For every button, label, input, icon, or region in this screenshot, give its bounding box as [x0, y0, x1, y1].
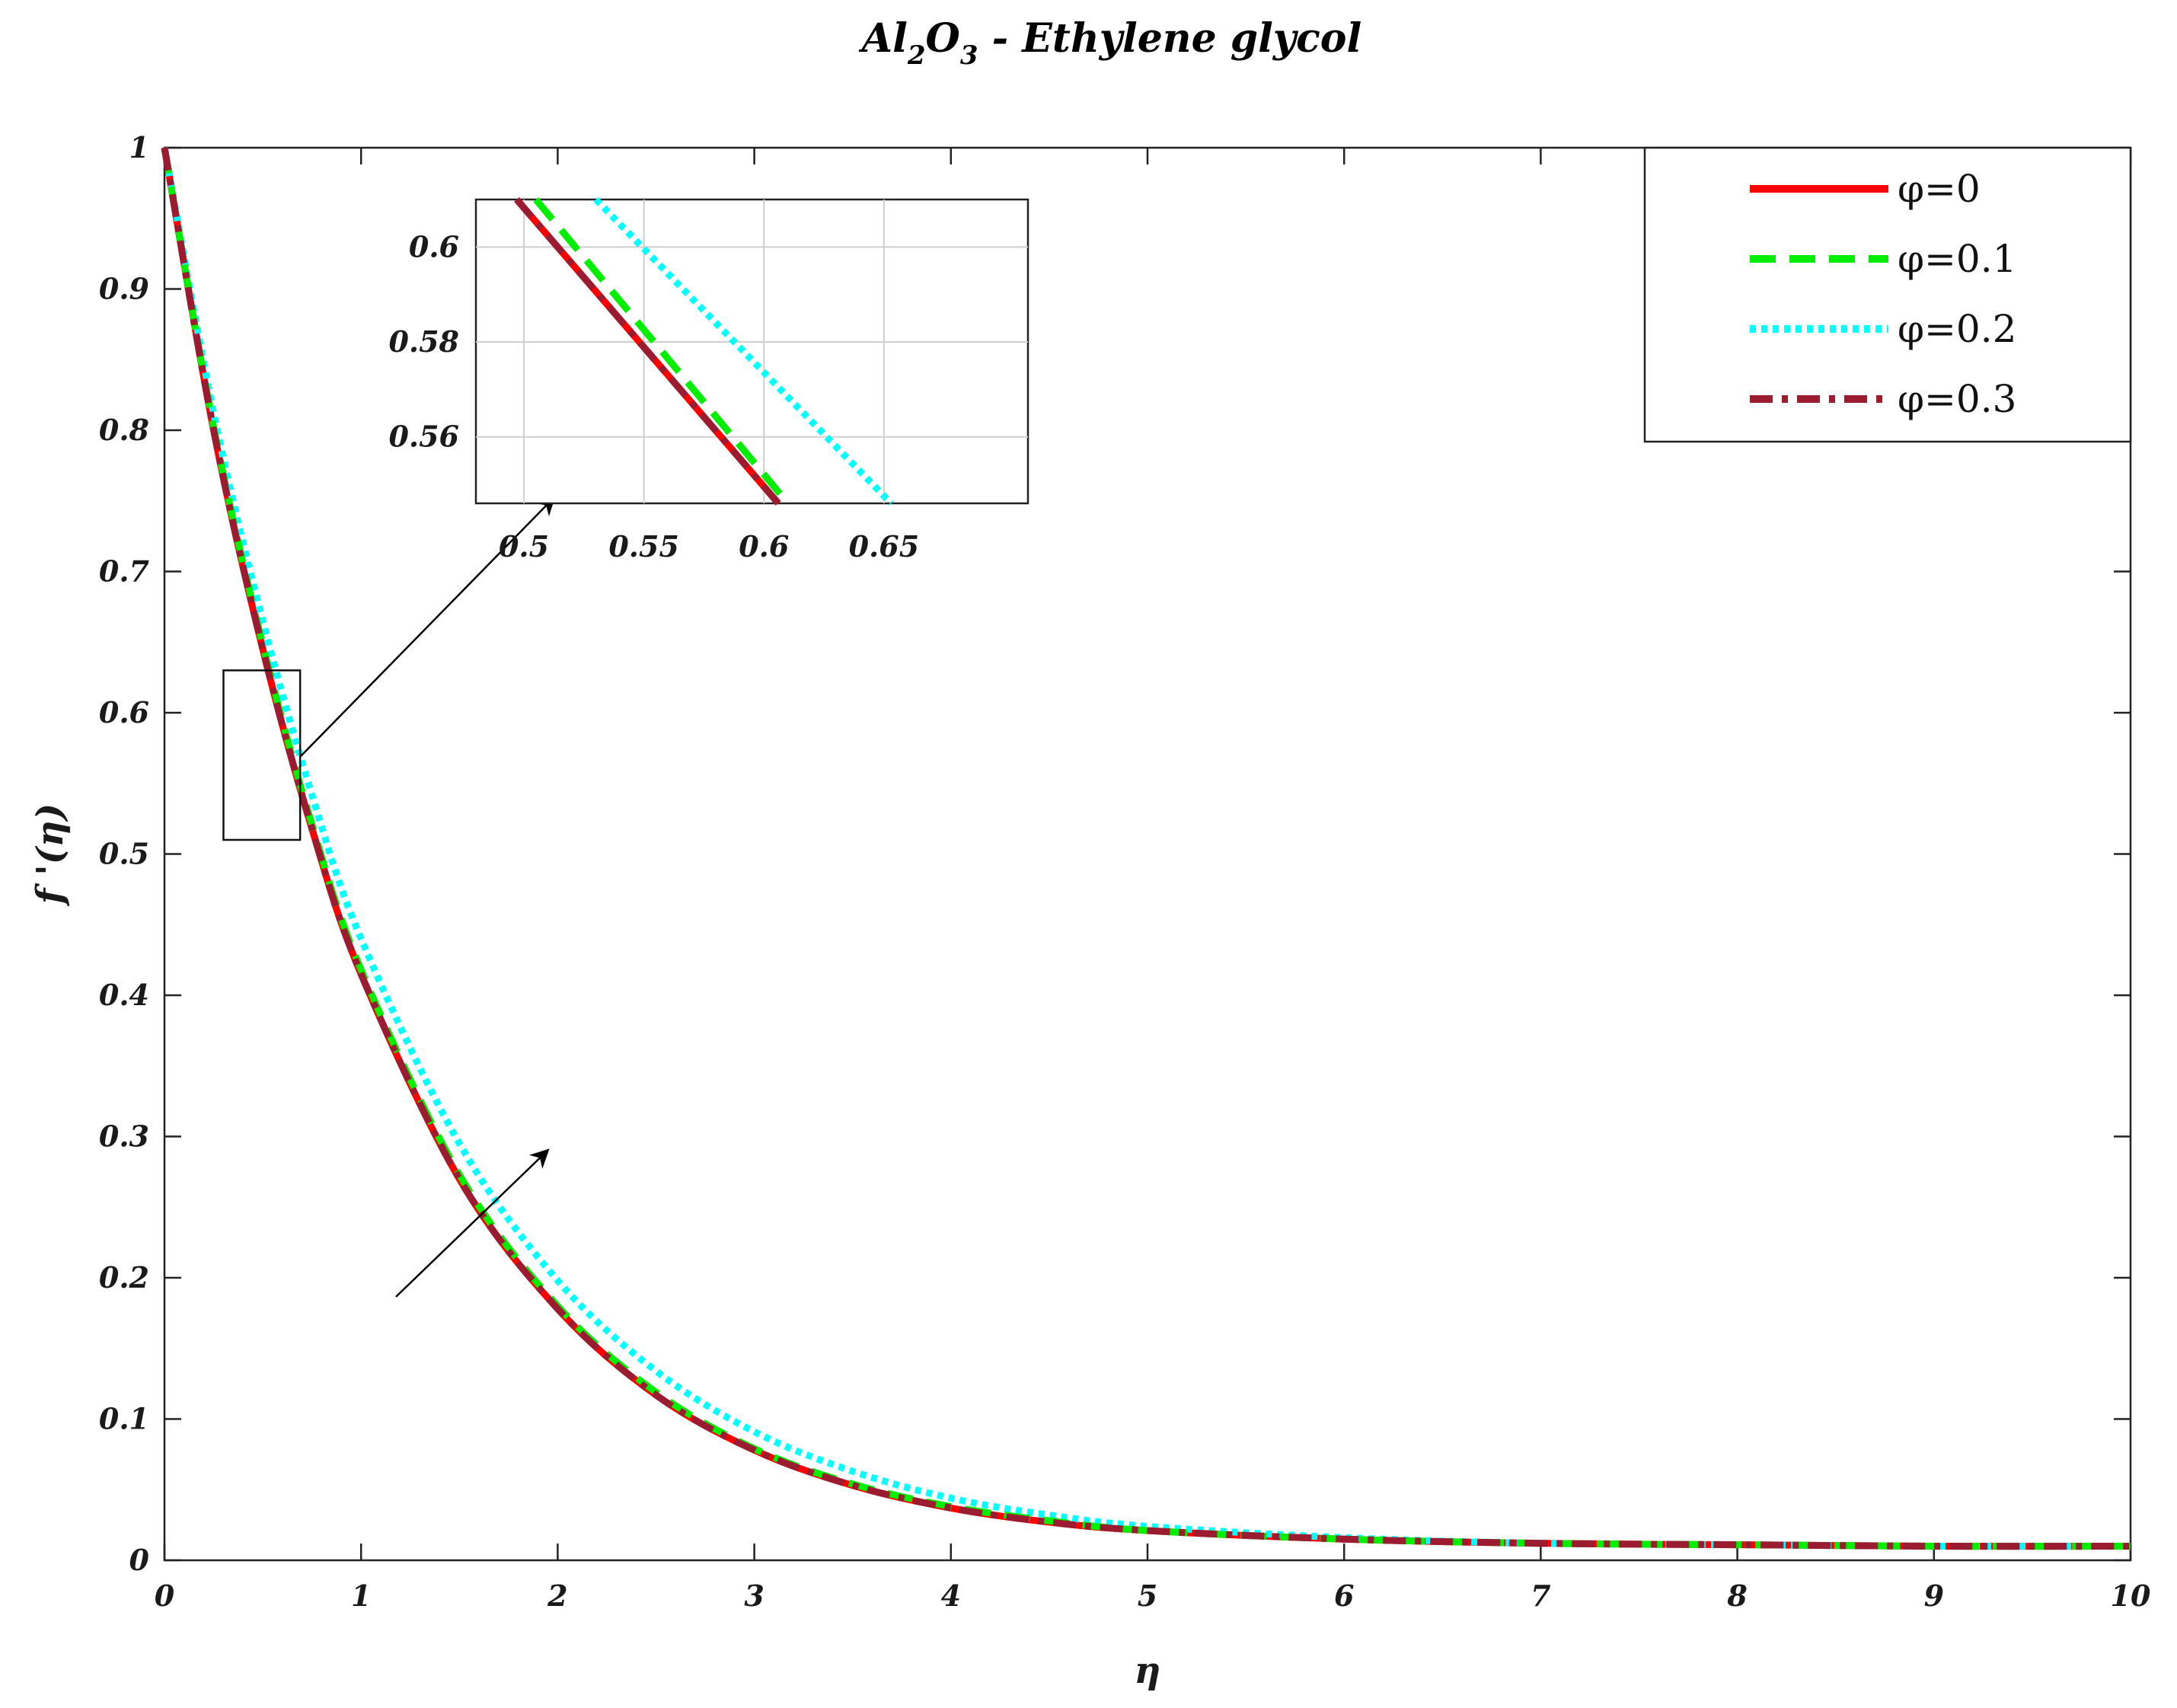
- y-tick-label: 0.2: [99, 1260, 149, 1295]
- title-sub-3: 3: [960, 40, 978, 71]
- y-tick-label: 0.8: [99, 413, 149, 447]
- x-tick-label: 10: [2111, 1579, 2151, 1613]
- y-tick-label: 0.6: [99, 695, 149, 729]
- title-rest: - Ethylene glycol: [978, 15, 1362, 62]
- inset-tick-labels: 0.5 0.55 0.6 0.65 0.56 0.58 0.6: [388, 229, 919, 563]
- title-al: Al: [858, 15, 908, 62]
- x-tick-label: 3: [744, 1579, 764, 1613]
- legend-label: φ=0.3: [1898, 377, 2016, 421]
- title-sub-2: 2: [907, 40, 926, 71]
- zoom-pointer-arrow: [300, 496, 556, 757]
- x-tick-label: 0: [155, 1579, 175, 1613]
- x-tick-label: 6: [1334, 1579, 1354, 1613]
- legend-label: φ=0.2: [1898, 307, 2016, 351]
- x-tick-label: 4: [941, 1579, 961, 1613]
- main-tick-labels: 0 1 2 3 4 5 6 7 8 9 10 0 0.1 0.2 0.3 0.4 0.5 0.6 0.7 0.8 0.9…: [99, 130, 2151, 1613]
- legend-label: φ=0.1: [1898, 237, 2016, 281]
- inset-y-tick-label: 0.6: [409, 229, 459, 263]
- inset-x-tick-label: 0.6: [739, 529, 789, 563]
- title-o: O: [926, 15, 960, 62]
- inset-plot-area: [474, 198, 1029, 505]
- increasing-phi-arrow: [395, 1148, 550, 1298]
- inset-x-tick-label: 0.55: [608, 529, 679, 563]
- series-line-phi-1: [161, 147, 2131, 1550]
- legend-label: φ=0: [1898, 167, 1981, 211]
- chart-title: Al2O3 - Ethylene glycol: [858, 15, 1361, 71]
- main-series-group: [161, 147, 2131, 1550]
- legend: φ=0 φ=0.1 φ=0.2 φ=0.3: [1643, 146, 2132, 443]
- y-tick-label: 0.1: [99, 1402, 149, 1436]
- inset-series-line-phi-1: [533, 197, 791, 506]
- x-tick-label: 9: [1924, 1579, 1944, 1613]
- main-ticks: [163, 146, 2132, 1562]
- y-tick-label: 1: [129, 130, 149, 164]
- zoom-region-box: [222, 669, 302, 841]
- inset-zoom-plot: 0.5 0.55 0.6 0.65 0.56 0.58 0.6: [388, 196, 1029, 563]
- y-tick-label: 0.9: [99, 272, 149, 306]
- inset-y-tick-label: 0.56: [388, 420, 459, 454]
- y-axis-label: f '(η): [29, 803, 72, 906]
- x-tick-label: 1: [351, 1579, 371, 1613]
- inset-series-line-phi-2: [593, 196, 894, 506]
- y-tick-label: 0.4: [99, 978, 149, 1012]
- inset-series-line-phi-3: [514, 197, 781, 506]
- x-axis-label: η: [1135, 1649, 1161, 1692]
- x-tick-label: 2: [547, 1579, 567, 1613]
- x-tick-label: 8: [1726, 1579, 1747, 1613]
- y-tick-label: 0: [129, 1543, 150, 1577]
- y-tick-label: 0.3: [99, 1119, 149, 1154]
- x-tick-label: 5: [1138, 1579, 1157, 1613]
- y-tick-label: 0.7: [99, 554, 149, 589]
- x-tick-label: 7: [1531, 1579, 1550, 1613]
- inset-series-group: [514, 196, 894, 506]
- legend-box: [1643, 146, 2132, 443]
- inset-x-tick-label: 0.65: [849, 529, 920, 563]
- y-tick-label: 0.5: [99, 837, 149, 871]
- series-line-phi-3: [161, 147, 2131, 1550]
- inset-y-tick-label: 0.58: [388, 324, 459, 359]
- inset-x-tick-label: 0.5: [499, 529, 549, 563]
